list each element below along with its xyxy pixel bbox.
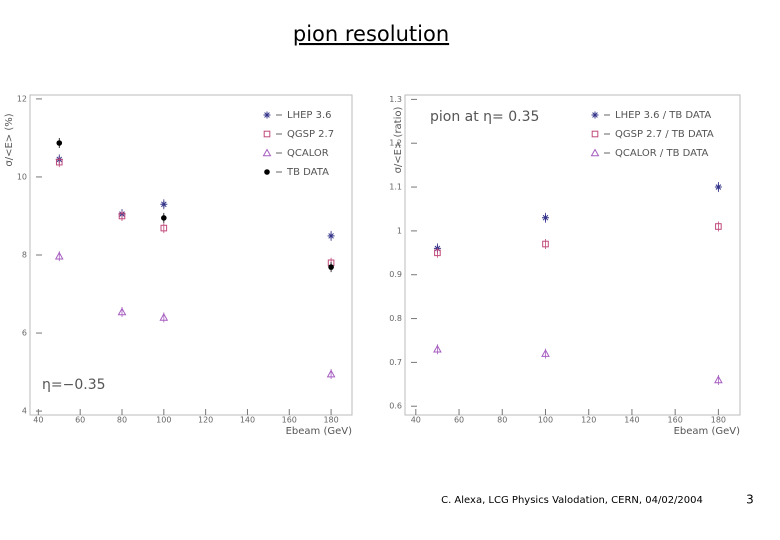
data-point bbox=[161, 215, 167, 221]
y-axis-label: σ/<E> (ratio) bbox=[393, 106, 404, 173]
data-point bbox=[327, 232, 335, 240]
footer: C. Alexa, LCG Physics Valodation, CERN, … bbox=[441, 495, 703, 506]
data-point bbox=[160, 200, 168, 208]
legend-marker bbox=[263, 111, 271, 119]
legend-marker bbox=[590, 148, 600, 157]
y-tick-label: 6 bbox=[22, 329, 27, 338]
y-tick-label: 1.3 bbox=[389, 95, 402, 104]
legend-label: TB DATA bbox=[286, 167, 329, 178]
x-tick-label: 160 bbox=[668, 416, 683, 425]
x-tick-label: 180 bbox=[711, 416, 726, 425]
y-tick-label: 10 bbox=[17, 172, 27, 181]
x-axis-label: Ebeam (GeV) bbox=[286, 426, 353, 437]
page-number: 3 bbox=[746, 493, 754, 507]
data-point bbox=[54, 251, 64, 260]
legend-marker bbox=[262, 148, 272, 157]
data-point bbox=[714, 183, 722, 191]
data-point bbox=[118, 212, 126, 220]
x-tick-label: 100 bbox=[538, 416, 553, 425]
data-point bbox=[55, 158, 63, 166]
y-tick-label: 8 bbox=[22, 251, 27, 260]
x-tick-label: 100 bbox=[156, 416, 171, 425]
legend-marker bbox=[264, 169, 270, 175]
data-point bbox=[434, 249, 441, 257]
data-point bbox=[715, 223, 722, 230]
plot-frame bbox=[404, 94, 741, 416]
data-point bbox=[56, 140, 63, 146]
x-tick-label: 160 bbox=[282, 416, 297, 425]
y-tick-label: 1.2 bbox=[389, 139, 402, 148]
legend-label: LHEP 3.6 / TB DATA bbox=[615, 110, 711, 121]
x-tick-label: 120 bbox=[581, 416, 596, 425]
legend-marker bbox=[591, 130, 599, 138]
data-point bbox=[328, 264, 334, 270]
annotation: pion at η= 0.35 bbox=[430, 109, 539, 125]
y-tick-label: 12 bbox=[17, 94, 27, 103]
y-tick-label: 0.7 bbox=[389, 358, 402, 367]
y-tick-label: 1.1 bbox=[389, 183, 402, 192]
legend-label: QCALOR bbox=[287, 148, 329, 159]
legend-label: QCALOR / TB DATA bbox=[615, 148, 709, 159]
y-tick-label: 1 bbox=[397, 226, 402, 235]
legend-label: QGSP 2.7 bbox=[287, 129, 334, 140]
data-point bbox=[160, 224, 168, 232]
x-tick-label: 80 bbox=[117, 416, 127, 425]
x-tick-label: 40 bbox=[411, 416, 421, 425]
legend-marker bbox=[591, 111, 599, 119]
data-point bbox=[326, 369, 336, 378]
x-tick-label: 80 bbox=[497, 416, 507, 425]
y-tick-label: 0.6 bbox=[389, 402, 402, 411]
x-tick-label: 140 bbox=[240, 416, 255, 425]
data-point bbox=[714, 375, 723, 384]
data-point bbox=[542, 240, 549, 248]
x-tick-label: 180 bbox=[323, 416, 338, 425]
x-axis-label: Ebeam (GeV) bbox=[674, 426, 741, 437]
x-tick-label: 120 bbox=[198, 416, 213, 425]
y-axis-label: σ/<E> (%) bbox=[4, 113, 15, 166]
y-tick-label: 4 bbox=[22, 407, 27, 416]
x-tick-label: 60 bbox=[454, 416, 464, 425]
y-tick-label: 0.8 bbox=[389, 314, 402, 323]
legend-marker bbox=[263, 130, 271, 138]
data-point bbox=[541, 214, 549, 222]
data-point bbox=[541, 349, 550, 357]
plot-frame bbox=[29, 94, 353, 416]
legend-label: QGSP 2.7 / TB DATA bbox=[615, 129, 714, 140]
data-point bbox=[117, 307, 127, 316]
annotation: η=−0.35 bbox=[42, 377, 106, 393]
legend-label: LHEP 3.6 bbox=[287, 110, 332, 121]
data-point bbox=[433, 344, 442, 353]
x-tick-label: 60 bbox=[75, 416, 85, 425]
slide-title: pion resolution bbox=[293, 22, 449, 46]
data-point bbox=[159, 312, 169, 321]
x-tick-label: 140 bbox=[624, 416, 639, 425]
x-tick-label: 40 bbox=[33, 416, 43, 425]
y-tick-label: 0.9 bbox=[389, 270, 402, 279]
